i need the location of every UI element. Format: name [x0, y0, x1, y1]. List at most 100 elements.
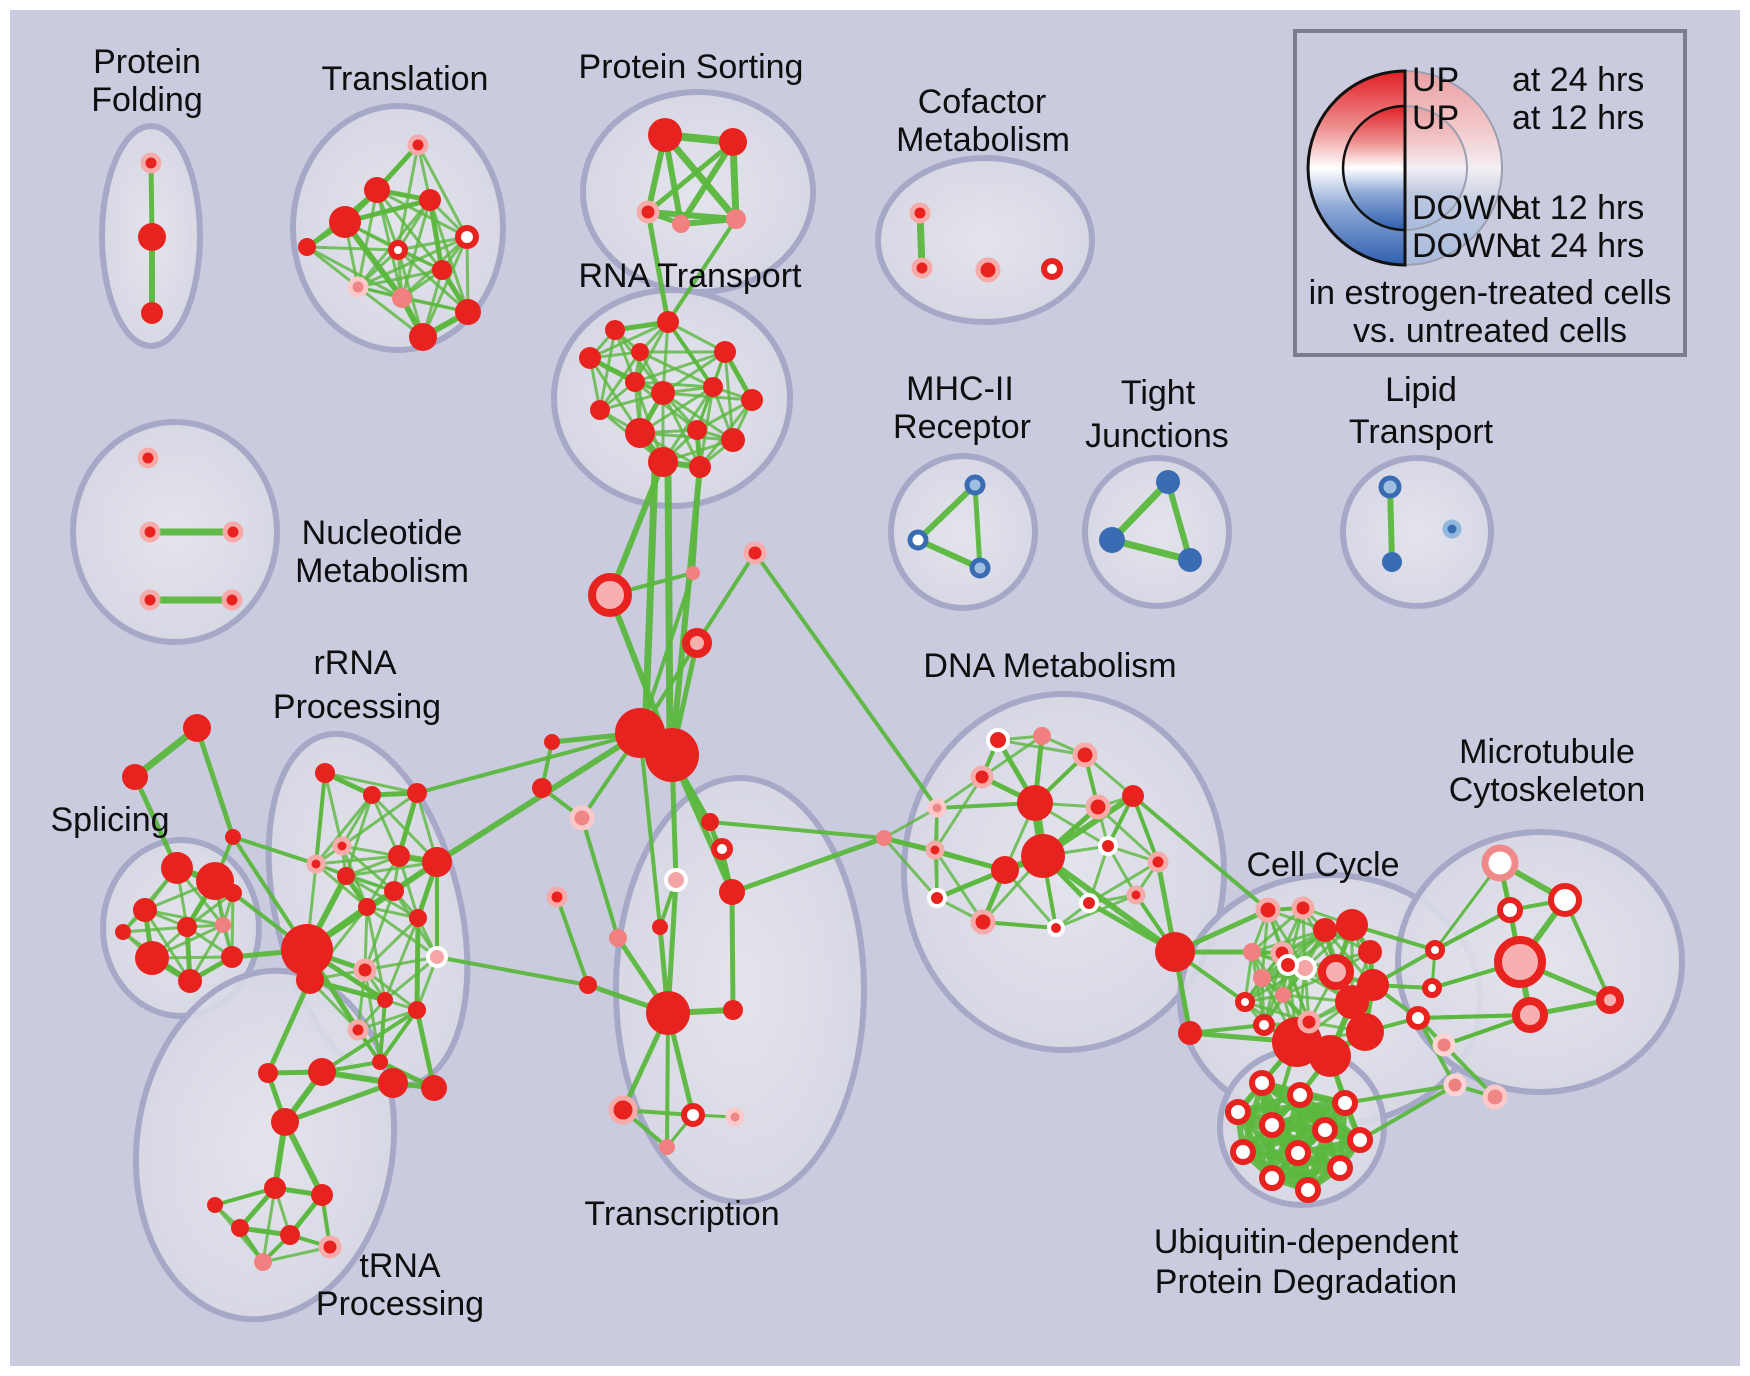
splicing-node	[224, 884, 242, 902]
edge	[314, 793, 374, 866]
edge	[414, 915, 421, 1013]
legend-caption-line-2: vs. untreated cells	[1353, 312, 1627, 350]
connector-node	[1482, 1084, 1508, 1110]
edge	[427, 197, 445, 273]
transcription-node	[659, 1139, 675, 1155]
cluster-label-cofactor-metabolism-line-1: Metabolism	[896, 121, 1070, 159]
rna-transport-node	[689, 456, 711, 478]
dna-metabolism-node	[927, 888, 947, 908]
rrna-processing-node	[422, 847, 452, 877]
rrna-processing-node	[372, 1054, 388, 1070]
edge	[1165, 479, 1193, 563]
dna-metabolism-node	[1122, 785, 1144, 807]
cofactor-metabolism-node	[909, 202, 931, 224]
edge	[661, 391, 735, 442]
transcription-node	[544, 734, 560, 750]
nucleotide-metabolism-node	[139, 589, 161, 611]
cluster-ellipse-lipid-transport	[1340, 455, 1494, 609]
edge	[356, 268, 444, 289]
edge	[882, 806, 939, 840]
transcription-node	[646, 991, 690, 1035]
rrna-processing-node	[347, 1019, 369, 1041]
edge	[314, 771, 327, 866]
legend-caption-line-1: in estrogen-treated cells	[1309, 274, 1672, 312]
edge	[1108, 478, 1172, 544]
rna-transport-node	[657, 311, 679, 333]
connector-node	[122, 764, 148, 790]
transcription-node	[569, 805, 595, 831]
dna-metabolism-node	[1178, 1021, 1202, 1045]
translation-node	[298, 238, 316, 256]
edge	[305, 245, 360, 289]
splicing-node	[177, 917, 197, 937]
rna-transport-node	[605, 320, 625, 340]
connector-node	[588, 573, 632, 617]
ubiquitin-degradation-node	[1287, 1082, 1313, 1108]
edge	[231, 835, 318, 866]
ubiquitin-degradation-node	[1295, 1177, 1321, 1203]
transcription-node	[609, 929, 627, 947]
splicing-node	[133, 898, 157, 922]
edge	[1343, 1083, 1457, 1105]
trna-processing-node	[311, 1184, 333, 1206]
rrna-processing-node	[315, 763, 335, 783]
protein-sorting-node	[672, 215, 690, 233]
tight-junctions-node	[1099, 527, 1125, 553]
cluster-label-transcription-line-0: Transcription	[584, 1195, 779, 1233]
connector-node	[743, 541, 767, 565]
protein-sorting-node	[636, 200, 660, 224]
dna-metabolism-node	[1033, 727, 1051, 745]
dna-metabolism-node	[1098, 836, 1118, 856]
cluster-label-rrna-processing-line-1: Processing	[273, 688, 441, 726]
edge	[638, 350, 715, 389]
translation-node	[329, 206, 361, 238]
trna-processing-node	[308, 1058, 336, 1086]
microtubule-cytoskeleton-node	[1548, 883, 1582, 917]
edge	[305, 245, 400, 252]
trna-processing-node	[378, 1068, 408, 1098]
edge	[261, 1186, 277, 1264]
dna-metabolism-node	[991, 856, 1019, 884]
cluster-label-nucleotide-metabolism-line-1: Metabolism	[295, 552, 469, 590]
transcription-node	[725, 1107, 745, 1127]
edge	[588, 320, 670, 360]
connector-node	[686, 566, 700, 580]
edge	[598, 350, 642, 412]
legend-row-1-time: at 12 hrs	[1512, 99, 1644, 137]
edge	[434, 730, 643, 865]
cluster-label-tight-junctions-line-1: Junctions	[1085, 417, 1229, 455]
connector-node	[682, 628, 712, 658]
splicing-node	[215, 917, 231, 933]
rna-transport-node	[579, 347, 601, 369]
edge	[1387, 484, 1395, 565]
rrna-processing-node	[337, 867, 355, 885]
cluster-label-lipid-transport-line-1: Transport	[1349, 413, 1494, 451]
ubiquitin-degradation-node	[1259, 1112, 1285, 1138]
rrna-processing-node	[388, 845, 410, 867]
dna-metabolism-node	[1072, 742, 1098, 768]
translation-node	[392, 288, 412, 308]
edge	[194, 725, 236, 840]
edge	[1416, 1013, 1532, 1020]
microtubule-cytoskeleton-node	[1596, 986, 1624, 1014]
mhc-ii-receptor-node	[969, 557, 991, 579]
rrna-processing-node	[358, 898, 376, 916]
cluster-label-protein-sorting-line-0: Protein Sorting	[579, 48, 804, 86]
cluster-label-cell-cycle-line-0: Cell Cycle	[1246, 846, 1399, 884]
transcription-node	[652, 919, 668, 935]
legend-row-1-direction: UP	[1412, 99, 1459, 137]
cell-cycle-node	[1291, 896, 1315, 920]
dna-metabolism-node	[876, 830, 892, 846]
translation-node	[364, 177, 390, 203]
rrna-processing-node	[332, 836, 352, 856]
edge	[980, 734, 1044, 779]
edge	[363, 889, 396, 972]
edge	[915, 537, 983, 571]
edge	[121, 925, 189, 934]
cluster-label-translation-line-0: Translation	[322, 60, 489, 98]
microtubule-cytoskeleton-node	[1422, 978, 1442, 998]
edge	[661, 350, 727, 395]
